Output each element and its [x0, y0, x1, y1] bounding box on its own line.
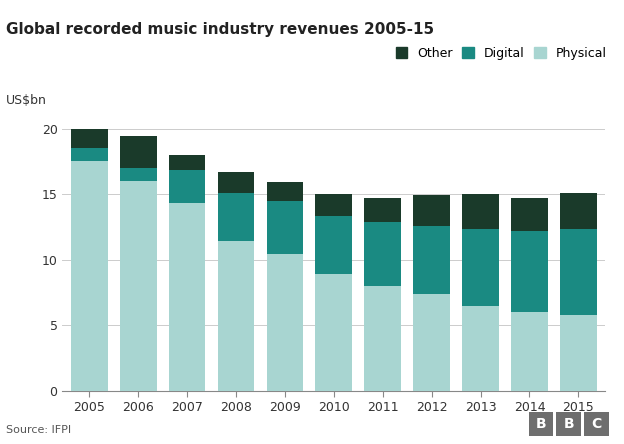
Bar — [266, 201, 303, 254]
Bar — [364, 222, 401, 286]
Bar — [218, 193, 255, 241]
Bar — [168, 203, 205, 391]
Bar — [316, 274, 352, 391]
Bar — [120, 168, 157, 181]
Bar — [316, 194, 352, 216]
Bar — [413, 226, 450, 294]
Bar — [218, 241, 255, 391]
Bar — [462, 194, 499, 230]
Bar — [560, 315, 597, 391]
Bar — [71, 161, 107, 391]
FancyBboxPatch shape — [557, 412, 581, 436]
Bar — [413, 294, 450, 391]
Bar — [120, 136, 157, 168]
Bar — [462, 305, 499, 391]
Bar — [413, 195, 450, 226]
Text: B: B — [563, 417, 574, 431]
Bar — [560, 193, 597, 230]
Legend: Other, Digital, Physical: Other, Digital, Physical — [391, 42, 612, 65]
Bar — [364, 286, 401, 391]
Bar — [71, 148, 107, 161]
Bar — [168, 155, 205, 170]
Bar — [316, 216, 352, 274]
Bar — [266, 182, 303, 201]
Bar — [364, 198, 401, 222]
Bar — [266, 254, 303, 391]
Text: B: B — [535, 417, 546, 431]
Bar — [511, 198, 548, 231]
Bar — [511, 312, 548, 391]
Bar — [120, 181, 157, 391]
Bar — [71, 129, 107, 148]
FancyBboxPatch shape — [585, 412, 609, 436]
Bar — [462, 230, 499, 305]
Bar — [168, 170, 205, 203]
Text: Global recorded music industry revenues 2005-15: Global recorded music industry revenues … — [6, 22, 434, 37]
Text: US$bn: US$bn — [6, 94, 47, 107]
FancyBboxPatch shape — [529, 412, 553, 436]
Bar — [511, 231, 548, 312]
Text: Source: IFPI: Source: IFPI — [6, 425, 71, 435]
Text: C: C — [592, 417, 602, 431]
Bar — [560, 230, 597, 315]
Bar — [218, 172, 255, 193]
